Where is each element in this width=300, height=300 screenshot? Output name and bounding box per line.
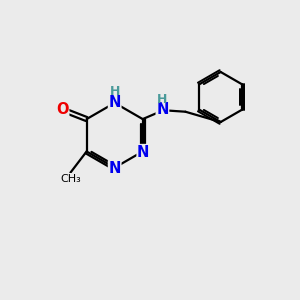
Text: CH₃: CH₃ [60,174,81,184]
Text: N: N [109,161,121,176]
Text: N: N [137,145,149,160]
Text: H: H [110,85,120,98]
Text: N: N [109,95,121,110]
Text: H: H [157,93,168,106]
Text: O: O [56,102,69,117]
Text: N: N [156,102,169,117]
